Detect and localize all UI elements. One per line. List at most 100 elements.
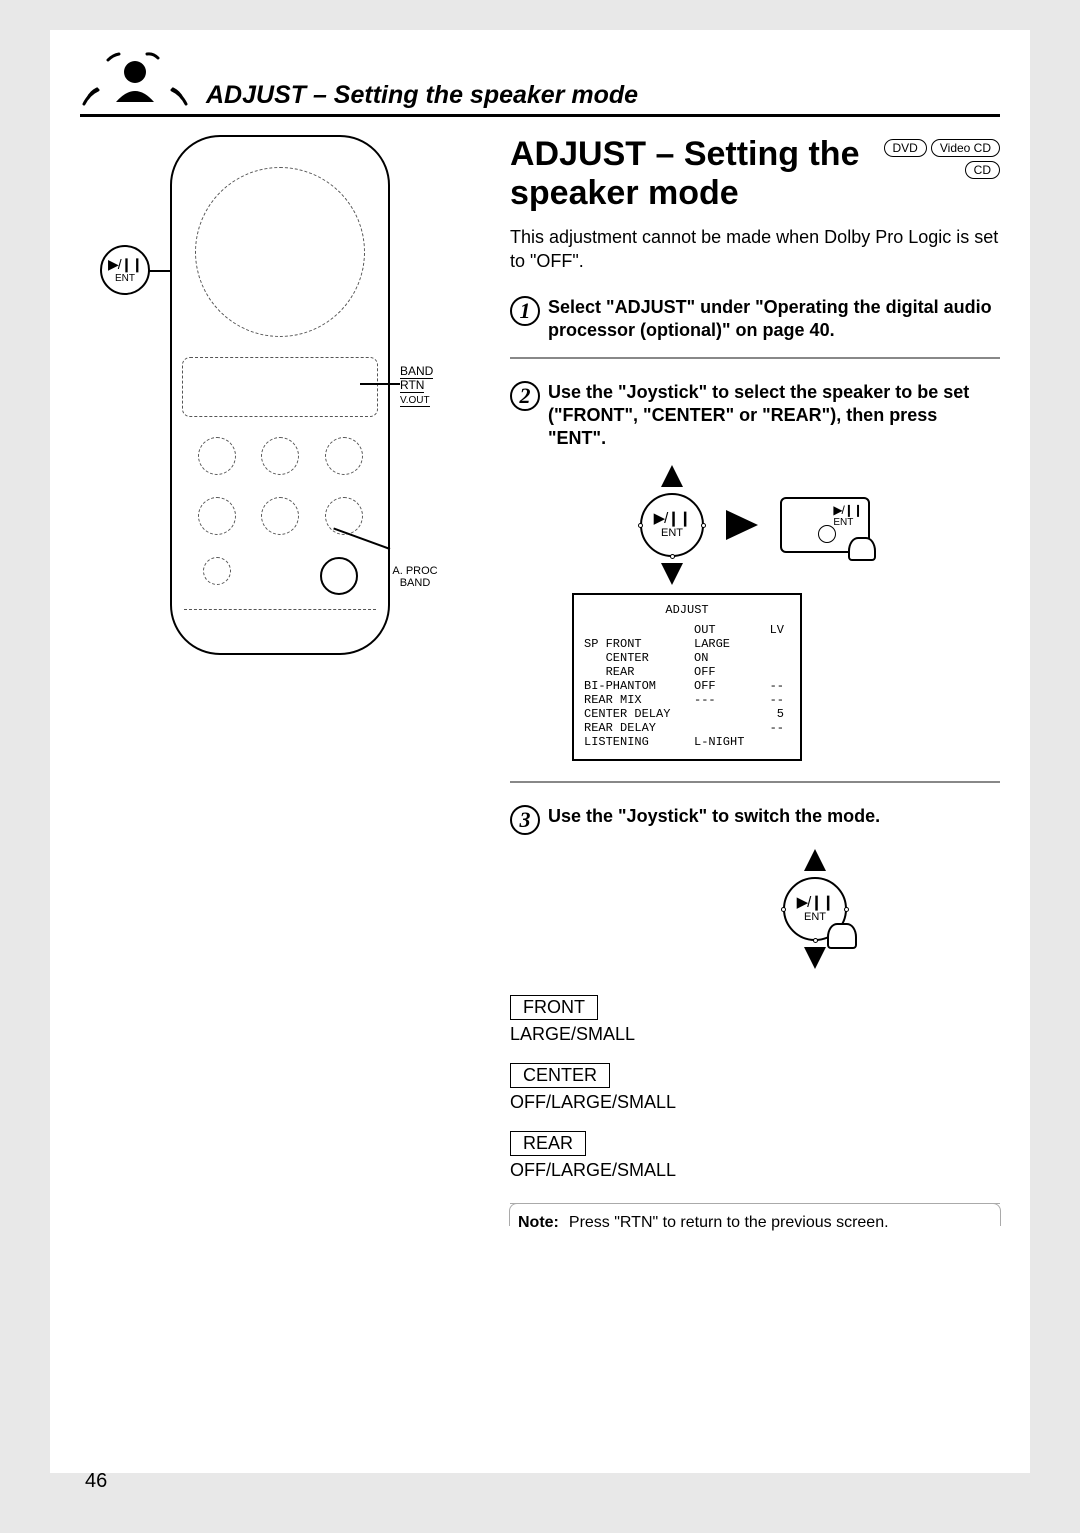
step-1: 1 Select "ADJUST" under "Operating the d… — [510, 296, 1000, 343]
step-number-icon: 1 — [510, 296, 540, 326]
mode-rear-label: REAR — [510, 1131, 586, 1156]
osd-cell-out: L-NIGHT — [694, 735, 754, 749]
osd-cell-out: --- — [694, 693, 754, 707]
content-columns: ▶/❙❙ ENT — [80, 135, 1000, 1433]
section-title: ADJUST – Setting the speaker mode — [510, 135, 872, 213]
step-3-text: Use the "Joystick" to switch the mode. — [548, 805, 880, 835]
play-pause-icon: ▶/❙❙ — [833, 503, 862, 517]
play-pause-icon: ▶/❙❙ — [797, 895, 834, 910]
osd-cell-lv: -- — [754, 693, 784, 707]
mode-front-values: LARGE/SMALL — [510, 1024, 1000, 1045]
step-2-text: Use the "Joystick" to select the speaker… — [548, 381, 1000, 451]
osd-cell-lv — [754, 651, 784, 665]
joystick-figure: ▶/❙❙ ENT ▶/❙❙ ENT — [510, 465, 1000, 585]
arrow-up-icon — [804, 849, 826, 871]
manual-page: ADJUST – Setting the speaker mode ▶/❙❙ E… — [50, 30, 1030, 1473]
osd-cell-lv: -- — [754, 721, 784, 735]
arrow-right-icon — [728, 512, 756, 538]
osd-header-row: OUT LV — [584, 623, 790, 637]
joystick-ent-icon: ▶/❙❙ ENT — [640, 493, 704, 557]
ent-label: ENT — [804, 912, 826, 923]
adjust-osd-screen: ADJUST OUT LV SP FRONTLARGE CENTERON REA… — [572, 593, 802, 761]
ent-label: ENT — [115, 273, 135, 284]
arrow-down-icon — [661, 563, 683, 585]
osd-col-out: OUT — [694, 623, 754, 637]
callout-ent: ▶/❙❙ ENT — [100, 245, 150, 295]
osd-cell-lv — [754, 665, 784, 679]
joystick-ent-icon: ▶/❙❙ ENT — [783, 877, 847, 941]
osd-title: ADJUST — [584, 603, 790, 617]
arrow-up-icon — [661, 465, 683, 487]
speaker-person-icon — [80, 50, 190, 110]
osd-cell-label: CENTER — [584, 651, 694, 665]
osd-cell-out: OFF — [694, 665, 754, 679]
osd-row: CENTER DELAY 5 — [584, 707, 790, 721]
remote-joystick-pad — [195, 167, 365, 337]
ent-label: ENT — [661, 528, 683, 539]
osd-cell-lv: -- — [754, 679, 784, 693]
videocd-badge: Video CD — [931, 139, 1000, 157]
osd-row: SP FRONTLARGE — [584, 637, 790, 651]
ent-label: ENT — [833, 517, 853, 528]
osd-cell-lv: 5 — [754, 707, 784, 721]
remote-button — [325, 497, 363, 535]
remote-body — [170, 135, 390, 655]
osd-cell-label: LISTENING — [584, 735, 694, 749]
callout-band-rtn: BAND RTN V.OUT — [400, 365, 460, 407]
remote-press-illustration: ▶/❙❙ ENT — [780, 497, 870, 553]
page-number: 46 — [85, 1470, 107, 1493]
thumb-press-icon — [848, 537, 876, 561]
remote-button — [203, 557, 231, 585]
osd-cell-out — [694, 721, 754, 735]
arrow-down-icon — [804, 947, 826, 969]
remote-figure: ▶/❙❙ ENT — [80, 135, 480, 1433]
band-label: BAND — [400, 365, 433, 379]
remote-button — [198, 437, 236, 475]
mode-center-values: OFF/LARGE/SMALL — [510, 1092, 1000, 1113]
osd-row: LISTENINGL-NIGHT — [584, 735, 790, 749]
note-box: Note: Press "RTN" to return to the previ… — [510, 1203, 1000, 1232]
osd-cell-label: CENTER DELAY — [584, 707, 694, 721]
osd-row: REAR DELAY -- — [584, 721, 790, 735]
callout-line — [360, 383, 400, 385]
osd-row: CENTERON — [584, 651, 790, 665]
note-label: Note: — [518, 1214, 559, 1232]
osd-cell-out — [694, 707, 754, 721]
header-title: ADJUST – Setting the speaker mode — [206, 81, 638, 110]
osd-cell-label: BI-PHANTOM — [584, 679, 694, 693]
osd-cell-lv — [754, 637, 784, 651]
step-1-text: Select "ADJUST" under "Operating the dig… — [548, 296, 1000, 343]
page-header: ADJUST – Setting the speaker mode — [80, 50, 1000, 117]
joystick-figure-2: ▶/❙❙ ENT — [630, 849, 1000, 969]
intro-text: This adjustment cannot be made when Dolb… — [510, 225, 1000, 274]
aproc-label: A. PROC — [392, 565, 437, 577]
osd-cell-label: REAR DELAY — [584, 721, 694, 735]
osd-col-lv: LV — [754, 623, 784, 637]
mode-front-label: FRONT — [510, 995, 598, 1020]
step-number-icon: 2 — [510, 381, 540, 411]
osd-row: REAROFF — [584, 665, 790, 679]
osd-cell-label: REAR MIX — [584, 693, 694, 707]
thumb-press-icon — [827, 923, 857, 949]
dvd-badge: DVD — [884, 139, 927, 157]
callout-aproc: A. PROC BAND — [380, 565, 450, 589]
media-badges: DVD Video CD CD — [884, 139, 1000, 179]
step-2: 2 Use the "Joystick" to select the speak… — [510, 381, 1000, 451]
instructions-column: ADJUST – Setting the speaker mode DVD Vi… — [510, 135, 1000, 1433]
mode-rear-values: OFF/LARGE/SMALL — [510, 1160, 1000, 1181]
remote-mid-panel — [182, 357, 378, 417]
remote-button — [325, 437, 363, 475]
play-pause-icon: ▶/❙❙ — [108, 256, 142, 273]
step-number-icon: 3 — [510, 805, 540, 835]
osd-cell-label: SP FRONT — [584, 637, 694, 651]
play-pause-icon: ▶/❙❙ — [654, 511, 691, 526]
joystick-dot — [818, 525, 836, 543]
osd-row: REAR MIX----- — [584, 693, 790, 707]
osd-cell-out: LARGE — [694, 637, 754, 651]
step-divider — [510, 781, 1000, 783]
remote-button — [198, 497, 236, 535]
rtn-label: RTN — [400, 379, 424, 393]
remote-button — [261, 437, 299, 475]
aproc-button — [320, 557, 358, 595]
mode-center-label: CENTER — [510, 1063, 610, 1088]
